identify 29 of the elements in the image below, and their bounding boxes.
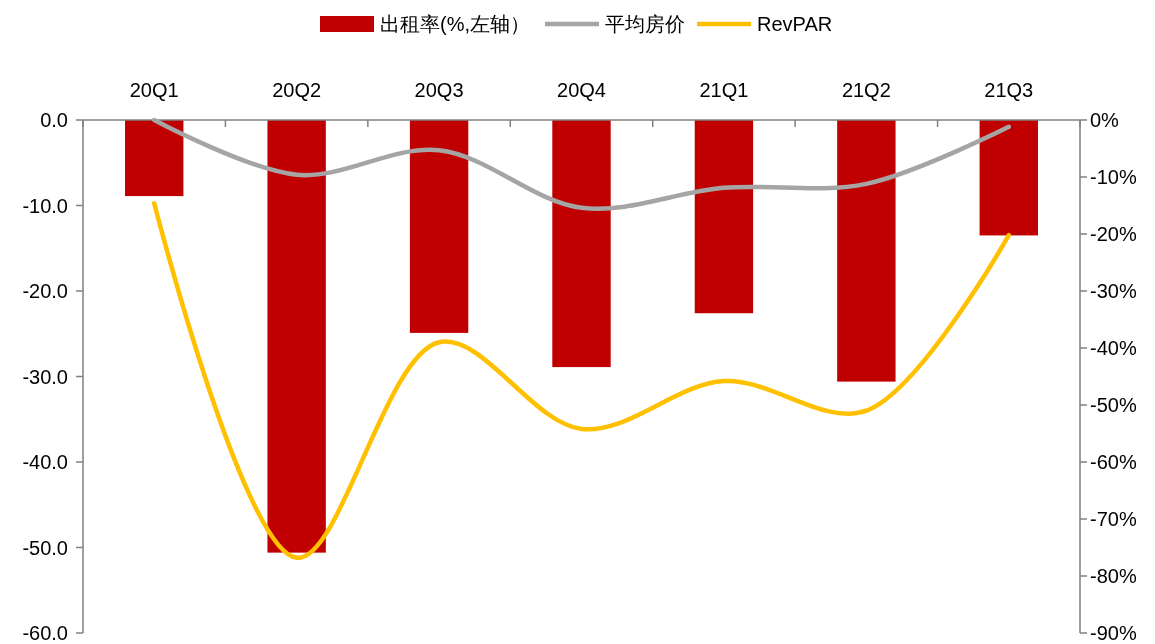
- y-tick-label: -30.0: [22, 365, 68, 388]
- y2-tick-label: 0%: [1090, 109, 1120, 131]
- x-tick-label: 21Q1: [699, 79, 749, 101]
- x-tick-label: 20Q4: [557, 79, 606, 101]
- y2-tick-label: -70%: [1090, 508, 1137, 530]
- line-series: [151, 200, 1012, 561]
- y-tick-label: -40.0: [22, 451, 68, 473]
- x-tick-label: 20Q3: [414, 79, 464, 101]
- y2-tick-label: -50%: [1090, 394, 1137, 416]
- x-tick-label: 20Q2: [272, 79, 322, 101]
- legend-label: 平均房价: [605, 13, 685, 35]
- y-tick-label: -20.0: [22, 280, 68, 302]
- line-series: [151, 117, 1012, 211]
- y-tick-label: -10.0: [22, 194, 68, 217]
- y-tick-label: -50.0: [22, 536, 68, 559]
- y2-tick-label: -60%: [1090, 451, 1137, 473]
- legend-label: 出租率(%,左轴）: [380, 13, 530, 35]
- y-tick-label: 0.0: [40, 109, 68, 131]
- y-tick-label: -60.0: [22, 622, 68, 644]
- x-tick-label: 21Q3: [984, 79, 1034, 101]
- legend-label: RevPAR: [757, 13, 833, 35]
- x-tick-label: 21Q2: [841, 79, 891, 101]
- y2-tick-label: -80%: [1090, 565, 1137, 587]
- y2-tick-label: -40%: [1090, 337, 1137, 359]
- y2-tick-label: -20%: [1090, 223, 1137, 245]
- y2-tick-label: -10%: [1090, 166, 1137, 188]
- y2-tick-label: -90%: [1090, 622, 1137, 644]
- x-tick-label: 20Q1: [129, 79, 179, 101]
- y2-tick-label: -30%: [1090, 280, 1137, 302]
